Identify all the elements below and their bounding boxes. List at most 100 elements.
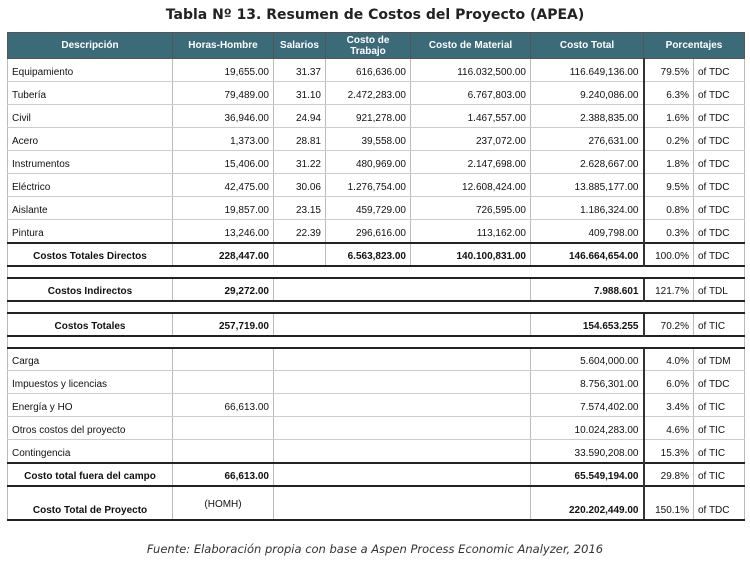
horas-cell: 1,373.00 bbox=[172, 127, 274, 151]
material-cell: 116.032,500.00 bbox=[410, 58, 531, 82]
basis-cell: of TDC bbox=[693, 127, 746, 151]
horas-cell: 36,946.00 bbox=[172, 104, 274, 128]
table-row bbox=[6, 299, 746, 314]
trabajo-cell: 296,616.00 bbox=[325, 219, 411, 243]
basis-cell: of TDC bbox=[693, 58, 746, 82]
table-row: Costos Totales 257,719.00 154.653.255 70.2%… bbox=[7, 312, 746, 336]
pct-cell: 0.8% bbox=[642, 196, 694, 220]
table-row: Otros costos del proyecto 10.024,283.00 4.… bbox=[7, 416, 746, 440]
basis-cell: of TIC bbox=[693, 393, 746, 417]
material-cell: 726,595.00 bbox=[410, 196, 531, 220]
table-row bbox=[6, 334, 746, 349]
pct-cell: 1.8% bbox=[642, 150, 694, 174]
desc-cell: Instrumentos bbox=[7, 150, 173, 174]
material-cell: 2.147,698.00 bbox=[410, 150, 531, 174]
total-cell: 2.628,667.00 bbox=[530, 150, 644, 174]
horas-cell: 19,655.00 bbox=[172, 58, 274, 82]
pct-cell: 3.4% bbox=[642, 393, 694, 417]
cost-summary-table: Descripción Horas-Hombre Salarios Costo … bbox=[6, 32, 746, 521]
total-cell: 9.240,086.00 bbox=[530, 81, 644, 105]
basis-cell: of TDC bbox=[693, 196, 746, 220]
material-cell: 6.767,803.00 bbox=[410, 81, 531, 105]
desc-cell: Civil bbox=[7, 104, 173, 128]
header-costo-material: Costo de Material bbox=[410, 32, 531, 59]
pct-cell: 0.2% bbox=[642, 127, 694, 151]
salarios-cell: 30.06 bbox=[273, 173, 326, 197]
table-row: Costos Totales Directos 228,447.00 6.563,8… bbox=[7, 241, 746, 266]
desc-cell: Energía y HO bbox=[7, 393, 173, 417]
horas-cell: 19,857.00 bbox=[172, 196, 274, 220]
desc-cell: Equipamiento bbox=[7, 58, 173, 82]
basis-cell: of TDC bbox=[693, 370, 746, 394]
spacer-cell bbox=[6, 334, 746, 349]
trabajo-cell: 39,558.00 bbox=[325, 127, 411, 151]
pct-cell: 100.0% bbox=[642, 241, 694, 266]
pct-cell: 150.1% bbox=[642, 484, 694, 521]
desc-cell: Costo Total de Proyecto bbox=[7, 484, 173, 521]
blank-cell bbox=[273, 347, 531, 371]
table-row: Impuestos y licencias 8.756,301.00 6.0% of … bbox=[7, 370, 746, 394]
desc-cell: Tubería bbox=[7, 81, 173, 105]
header-descripcion: Descripción bbox=[7, 32, 173, 59]
pct-cell: 15.3% bbox=[642, 439, 694, 463]
basis-cell: of TDC bbox=[693, 150, 746, 174]
horas-cell: 13,246.00 bbox=[172, 219, 274, 243]
table-row: Costo total fuera del campo 66,613.00 65.5… bbox=[7, 461, 746, 486]
salarios-cell: 31.22 bbox=[273, 150, 326, 174]
salarios-cell: 31.37 bbox=[273, 58, 326, 82]
table-row bbox=[6, 264, 746, 279]
horas-cell: 66,613.00 bbox=[172, 461, 274, 486]
trabajo-cell: 921,278.00 bbox=[325, 104, 411, 128]
table-row: Instrumentos 15,406.00 31.22 480,969.00 2.14… bbox=[7, 150, 746, 174]
pct-cell: 6.3% bbox=[642, 81, 694, 105]
desc-cell: Contingencia bbox=[7, 439, 173, 463]
total-cell: 13.885,177.00 bbox=[530, 173, 644, 197]
salarios-cell: 22.39 bbox=[273, 219, 326, 243]
horas-cell: 66,613.00 bbox=[172, 393, 274, 417]
desc-cell: Aislante bbox=[7, 196, 173, 220]
desc-cell: Acero bbox=[7, 127, 173, 151]
desc-cell: Otros costos del proyecto bbox=[7, 416, 173, 440]
material-cell: 12.608,424.00 bbox=[410, 173, 531, 197]
salarios-cell: 31.10 bbox=[273, 81, 326, 105]
horas-cell: 79,489.00 bbox=[172, 81, 274, 105]
trabajo-cell: 1.276,754.00 bbox=[325, 173, 411, 197]
trabajo-cell: 2.472,283.00 bbox=[325, 81, 411, 105]
pct-cell: 0.3% bbox=[642, 219, 694, 243]
table-body: Equipamiento 19,655.00 31.37 616,636.00 116.… bbox=[6, 58, 746, 521]
total-cell: 116.649,136.00 bbox=[530, 58, 644, 82]
table-row: Eléctrico 42,475.00 30.06 1.276,754.00 12.60… bbox=[7, 173, 746, 197]
blank-cell bbox=[273, 416, 531, 440]
spacer-cell bbox=[6, 299, 746, 314]
total-cell: 2.388,835.00 bbox=[530, 104, 644, 128]
basis-cell: of TIC bbox=[693, 416, 746, 440]
blank-cell bbox=[273, 461, 531, 486]
footnote: Fuente: Elaboración propia con base a As… bbox=[146, 542, 604, 556]
table-row: Equipamiento 19,655.00 31.37 616,636.00 116.… bbox=[7, 58, 746, 82]
horas-cell: 228,447.00 bbox=[172, 241, 274, 266]
basis-cell: of TDC bbox=[693, 104, 746, 128]
desc-cell: Impuestos y licencias bbox=[7, 370, 173, 394]
pct-cell: 121.7% bbox=[642, 277, 694, 301]
pct-cell: 9.5% bbox=[642, 173, 694, 197]
total-cell: 5.604,000.00 bbox=[530, 347, 644, 371]
material-cell: 1.467,557.00 bbox=[410, 104, 531, 128]
salarios-cell: 23.15 bbox=[273, 196, 326, 220]
desc-cell: Costos Indirectos bbox=[7, 277, 173, 301]
total-cell: 1.186,324.00 bbox=[530, 196, 644, 220]
table-row: Civil 36,946.00 24.94 921,278.00 1.467,557.0… bbox=[7, 104, 746, 128]
table-row: Pintura 13,246.00 22.39 296,616.00 113,162.0… bbox=[7, 219, 746, 243]
blank-cell bbox=[273, 484, 531, 521]
total-cell: 146.664,654.00 bbox=[530, 241, 644, 266]
desc-cell: Carga bbox=[7, 347, 173, 371]
basis-cell: of TIC bbox=[693, 312, 746, 336]
total-cell: 33.590,208.00 bbox=[530, 439, 644, 463]
blank-cell bbox=[273, 393, 531, 417]
horas-cell: 42,475.00 bbox=[172, 173, 274, 197]
basis-cell: of TIC bbox=[693, 439, 746, 463]
horas-cell: 15,406.00 bbox=[172, 150, 274, 174]
blank-cell bbox=[273, 312, 531, 336]
basis-cell: of TDC bbox=[693, 219, 746, 243]
table-row: Contingencia 33.590,208.00 15.3% of TIC bbox=[7, 439, 746, 463]
table-row: Tubería 79,489.00 31.10 2.472,283.00 6.767,8… bbox=[7, 81, 746, 105]
